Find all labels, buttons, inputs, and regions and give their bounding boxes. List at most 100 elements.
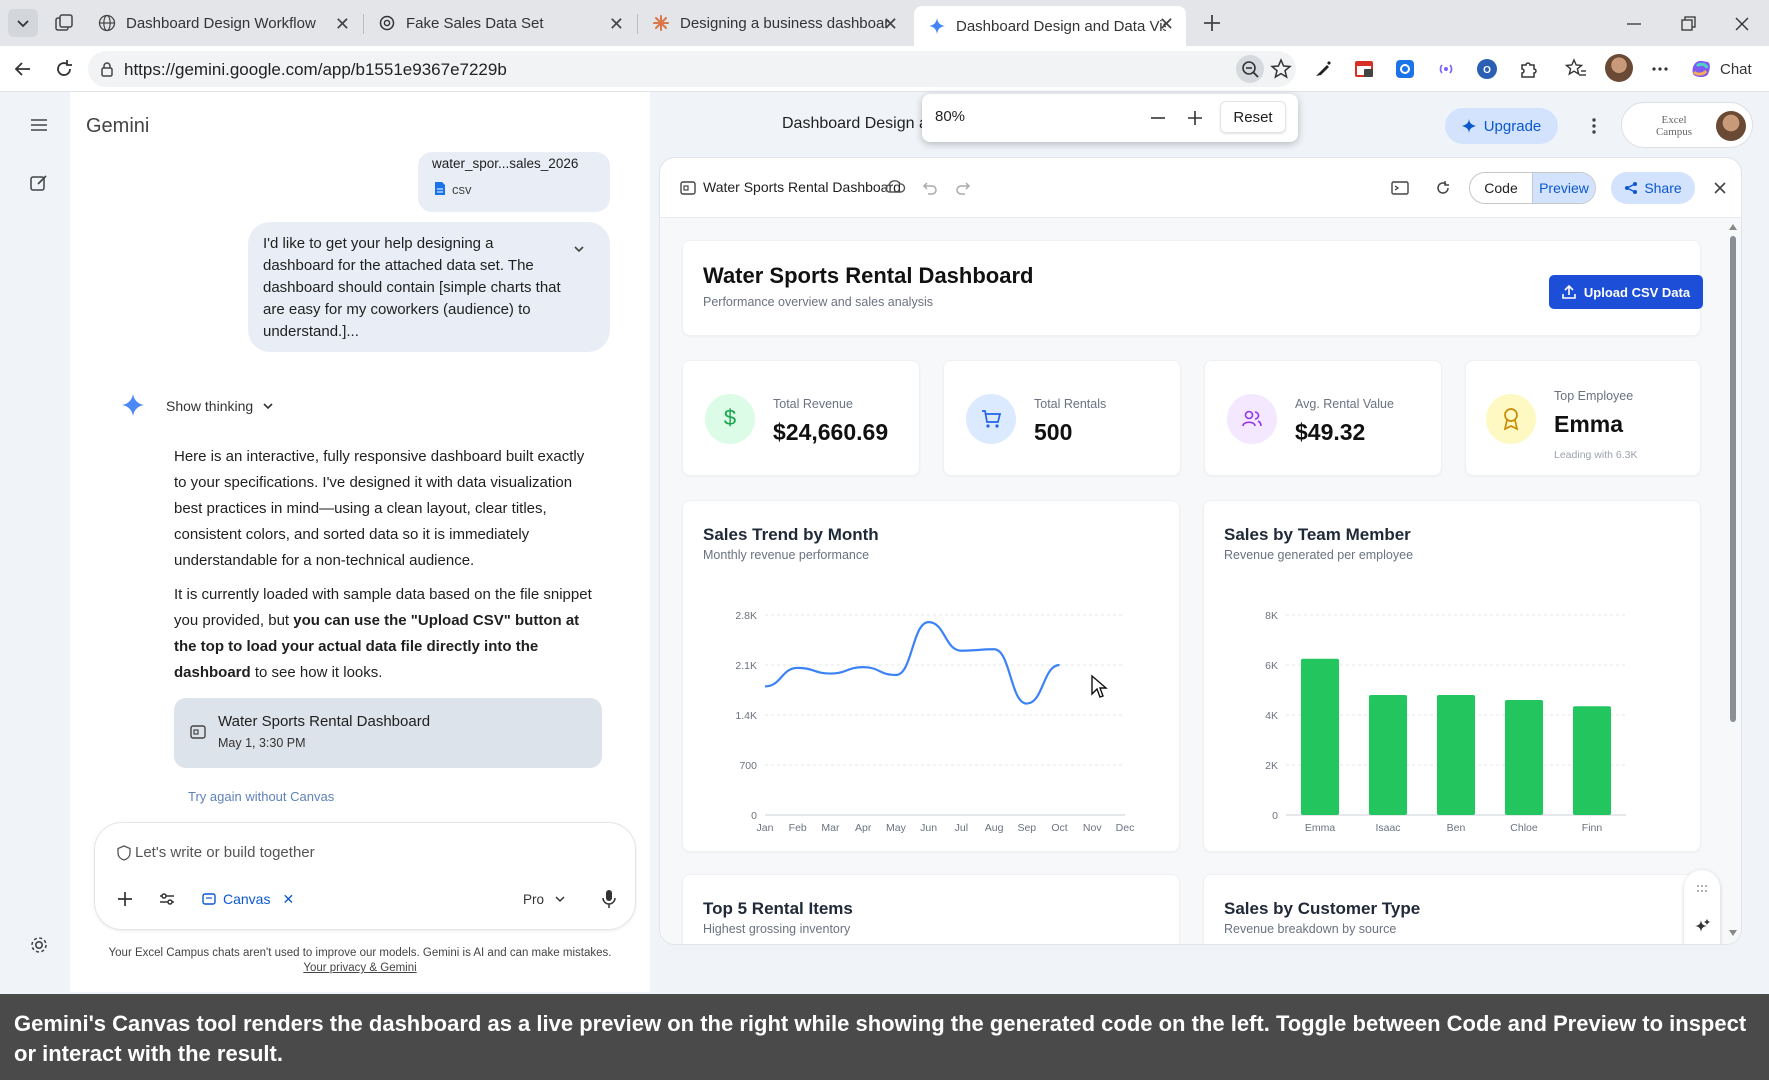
tab-fake-sales-data-set[interactable]: Fake Sales Data Set ✕ [364, 6, 636, 40]
preview-tab[interactable]: Preview [1532, 173, 1595, 203]
address-bar[interactable]: https://gemini.google.com/app/b1551e9367… [88, 51, 1296, 87]
share-button[interactable]: Share [1611, 172, 1695, 204]
kpi-card-avg-rental-value: Avg. Rental Value $49.32 [1204, 360, 1442, 476]
tab-dashboard-design-workflow[interactable]: Dashboard Design Workflow ✕ [84, 6, 362, 40]
back-arrow-icon[interactable] [11, 57, 35, 81]
favorite-star-icon[interactable] [1270, 58, 1292, 80]
site-info-icon[interactable] [98, 60, 116, 78]
undo-icon[interactable] [919, 178, 939, 198]
x-tick-label: Aug [985, 822, 1004, 834]
close-tab-icon[interactable]: ✕ [882, 14, 898, 34]
gemini-avatar-icon [122, 394, 144, 416]
cloud-save-icon[interactable] [884, 177, 906, 197]
tab-dashboard-design-data-visualization[interactable]: Dashboard Design and Data Visua ✕ [914, 6, 1186, 46]
add-attachment-icon[interactable] [115, 889, 135, 909]
chart-subtitle: Highest grossing inventory [703, 922, 851, 936]
console-icon[interactable] [1390, 178, 1410, 198]
calendar-extension-icon[interactable] [1352, 57, 1376, 81]
workspaces-icon[interactable] [52, 11, 76, 35]
chart-title: Sales by Customer Type [1224, 899, 1421, 918]
redo-icon[interactable] [954, 178, 974, 198]
close-canvas-icon[interactable] [1710, 178, 1730, 198]
gemini-sparkle-icon [929, 18, 945, 34]
attached-file-chip[interactable]: water_spor...sales_2026 csv [418, 152, 610, 212]
sales-trend-line-chart[interactable]: 0 700 1.4K 2.1K 2.8K Jan Feb Mar Apr May Jun Jul Aug… [683, 571, 1181, 841]
restore-window-icon[interactable] [1676, 12, 1700, 36]
minimize-window-icon[interactable] [1622, 12, 1646, 36]
gear-extension-icon[interactable] [1393, 57, 1417, 81]
code-tab[interactable]: Code [1470, 173, 1532, 203]
reload-icon[interactable] [52, 57, 76, 81]
video-caption: Gemini's Canvas tool renders the dashboa… [0, 994, 1769, 1080]
refresh-icon[interactable] [1433, 178, 1453, 198]
bar [1300, 658, 1340, 815]
zoom-indicator-icon[interactable] [1236, 55, 1264, 83]
puzzle-extensions-icon[interactable] [1516, 57, 1540, 81]
account-switcher[interactable]: Excel Campus [1621, 102, 1753, 148]
hamburger-menu-icon[interactable] [28, 114, 50, 136]
drag-handle-icon[interactable] [1695, 884, 1709, 894]
profile-avatar[interactable] [1605, 54, 1633, 82]
expand-chevron-icon[interactable] [570, 240, 588, 258]
settings-gear-icon[interactable] [28, 934, 50, 956]
close-tab-icon[interactable]: ✕ [1158, 14, 1174, 34]
favorites-icon[interactable] [1564, 57, 1588, 81]
svg-text:O: O [1483, 65, 1491, 76]
scroll-up-arrow-icon[interactable] [1729, 224, 1737, 230]
canvas-title: Water Sports Rental Dashboard [703, 179, 901, 195]
outlook-extension-icon[interactable]: O [1475, 57, 1499, 81]
model-selector[interactable]: Pro [523, 889, 566, 909]
kebab-menu-icon[interactable] [1584, 114, 1604, 138]
zoom-in-icon[interactable] [1183, 106, 1207, 130]
tools-icon[interactable] [157, 889, 177, 909]
kpi-value: $49.32 [1295, 419, 1366, 445]
disclaimer: Your Excel Campus chats aren't used to i… [70, 946, 650, 976]
conversation-title[interactable]: Dashboard Design a [782, 115, 928, 132]
zoom-out-icon[interactable] [1146, 106, 1170, 130]
broadcast-extension-icon[interactable] [1434, 57, 1458, 81]
tab-label: Dashboard Design and Data Visua [956, 17, 1166, 35]
x-tick-label: Ben [1447, 822, 1466, 834]
zoom-reset-button[interactable]: Reset [1220, 101, 1286, 133]
x-tick-label: Nov [1083, 822, 1102, 834]
new-tab-icon[interactable] [1199, 10, 1225, 36]
upload-icon [1562, 285, 1576, 299]
tab-list-dropdown-icon[interactable] [8, 9, 38, 37]
close-tab-icon[interactable]: ✕ [608, 14, 624, 34]
microphone-icon[interactable] [599, 888, 619, 910]
canvas-chip[interactable]: Canvas ✕ [201, 887, 294, 911]
pen-extension-icon[interactable] [1311, 57, 1335, 81]
dashboard-preview: Water Sports Rental Dashboard Performanc… [660, 218, 1741, 944]
more-menu-icon[interactable] [1648, 57, 1672, 81]
sales-by-team-bar-chart[interactable]: 0 2K 4K 6K 8K Emma Isaac Ben Chloe Finn [1204, 571, 1702, 841]
show-thinking-toggle[interactable]: Show thinking [166, 396, 275, 416]
preview-scrollbar[interactable] [1726, 218, 1740, 944]
show-thinking-label: Show thinking [166, 398, 254, 414]
upgrade-button[interactable]: Upgrade [1445, 108, 1558, 144]
dollar-icon: $ [723, 405, 737, 430]
scrollbar-thumb[interactable] [1730, 236, 1736, 722]
new-chat-icon[interactable] [28, 172, 50, 194]
upload-csv-button[interactable]: Upload CSV Data [1549, 275, 1703, 309]
scroll-down-arrow-icon[interactable] [1729, 930, 1737, 936]
chevron-down-icon [555, 896, 565, 903]
x-tick-label: Jun [920, 822, 937, 834]
remove-canvas-icon[interactable]: ✕ [282, 890, 295, 907]
canvas-header: Water Sports Rental Dashboard Code Previ… [660, 158, 1741, 218]
close-window-icon[interactable] [1730, 12, 1754, 36]
tab-designing-business-dashboard[interactable]: Designing a business dashboard fo ✕ [638, 6, 910, 40]
award-icon [1503, 408, 1519, 431]
openai-icon [379, 15, 395, 31]
excel-campus-logo: Excel Campus [1655, 114, 1693, 138]
close-tab-icon[interactable]: ✕ [334, 14, 350, 34]
canvas-document-card[interactable]: Water Sports Rental Dashboard May 1, 3:3… [174, 698, 602, 768]
cart-icon [982, 410, 1002, 428]
ai-edit-sparkle-icon[interactable] [1693, 918, 1711, 936]
prompt-input[interactable]: Let's write or build together [135, 844, 315, 861]
copilot-chat-button[interactable]: Chat [1688, 54, 1764, 84]
chat-label: Chat [1720, 60, 1752, 78]
canvas-doc-icon [190, 725, 206, 739]
try-again-link[interactable]: Try again without Canvas [188, 789, 335, 804]
privacy-link[interactable]: Your privacy & Gemini [303, 962, 417, 974]
tab-label: Fake Sales Data Set [406, 14, 544, 32]
